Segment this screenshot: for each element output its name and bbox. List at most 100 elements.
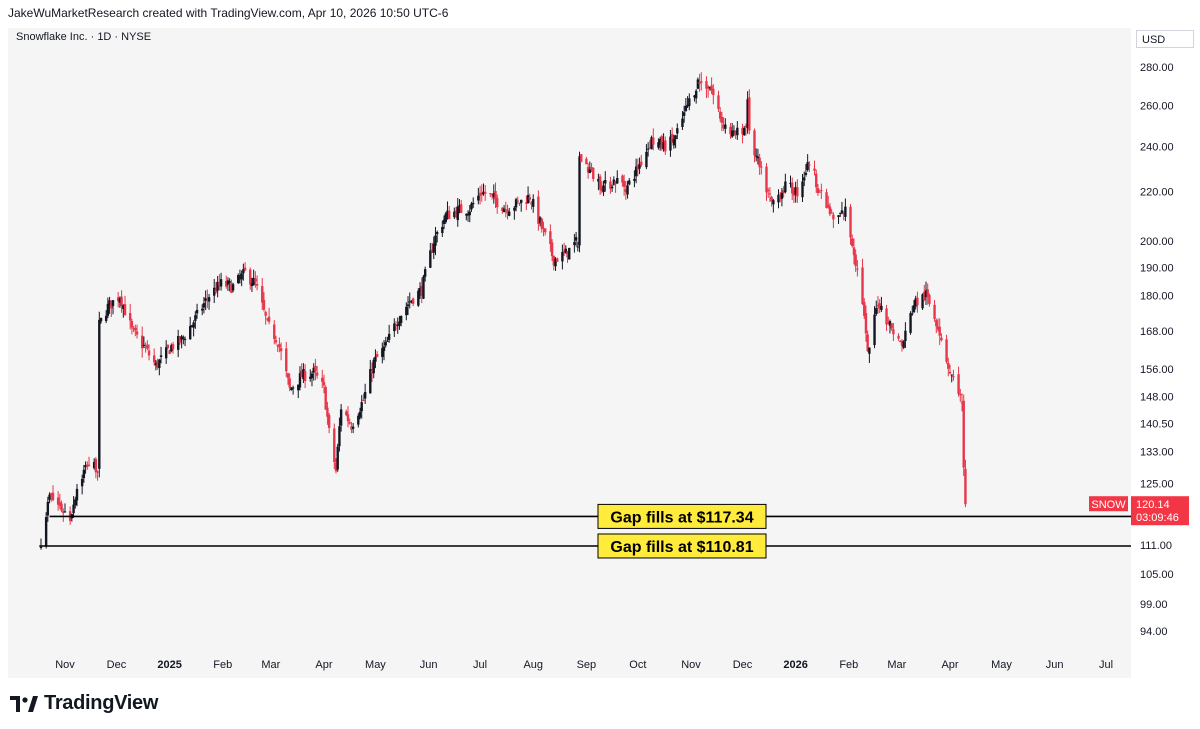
x-tick-label: Mar xyxy=(887,659,906,671)
candle-down xyxy=(273,320,276,345)
candle-up xyxy=(662,133,665,152)
x-tick-label: Mar xyxy=(261,659,280,671)
candle-down xyxy=(770,195,773,207)
candle-down xyxy=(537,190,540,231)
candle-down xyxy=(544,228,547,236)
candle-down xyxy=(586,162,590,179)
candle-down xyxy=(933,300,936,322)
candle-up xyxy=(912,300,916,313)
tradingview-logo[interactable]: TradingView xyxy=(10,692,158,715)
candle-down xyxy=(960,393,964,412)
x-tick-label: Dec xyxy=(107,659,127,671)
candle-up xyxy=(616,170,619,184)
y-tick-label: 99.00 xyxy=(1140,599,1168,611)
candle-up xyxy=(158,358,161,376)
candle-down xyxy=(818,189,821,193)
candle-up xyxy=(374,349,377,369)
candle-down xyxy=(321,369,324,389)
candle-down xyxy=(116,292,120,308)
candle-down xyxy=(959,388,962,402)
plot-area[interactable] xyxy=(8,28,1131,678)
x-tick-label: Jul xyxy=(1099,659,1113,671)
candle-up xyxy=(369,359,372,394)
candle-up xyxy=(772,198,775,213)
gap-fill-annotation-box[interactable] xyxy=(597,533,767,559)
candle-down xyxy=(792,187,796,204)
candle-up xyxy=(746,91,749,134)
candle-up xyxy=(381,342,384,364)
currency-label[interactable]: USD xyxy=(1136,30,1194,48)
candle-down xyxy=(562,242,566,257)
candle-down xyxy=(549,224,552,252)
candle-down xyxy=(766,187,770,198)
candle-down xyxy=(900,339,904,352)
candle-up xyxy=(674,135,677,149)
candle-down xyxy=(96,470,99,481)
candle-down xyxy=(550,239,554,262)
candle-down xyxy=(864,305,868,342)
candle-down xyxy=(315,365,319,379)
candle-up xyxy=(360,395,363,419)
candle-down xyxy=(430,242,434,253)
candle-down xyxy=(609,176,612,194)
candle-up xyxy=(513,206,516,220)
candle-down xyxy=(345,409,348,417)
x-axis-ticks: Nov Dec 2025 Feb Mar Apr May Jun Jul Aug Sep Oct Nov… xyxy=(55,659,1113,671)
candle-up xyxy=(63,503,67,513)
candle-up xyxy=(672,134,676,149)
candle-down xyxy=(705,76,708,99)
candle-up xyxy=(576,241,580,252)
candle-up xyxy=(418,282,422,300)
candle-up xyxy=(686,96,689,109)
candle-down xyxy=(494,182,497,209)
candle-down xyxy=(504,201,507,218)
candle-up xyxy=(80,474,84,495)
tradingview-logo-icon xyxy=(10,695,38,712)
candle-up xyxy=(189,316,192,340)
candle-down xyxy=(362,393,365,402)
candle-down xyxy=(796,179,799,203)
candle-down xyxy=(779,191,782,203)
candle-up xyxy=(453,207,456,220)
candle-up xyxy=(44,512,48,549)
candle-up xyxy=(694,89,698,104)
candle-down xyxy=(516,196,519,204)
candle-down xyxy=(120,290,123,313)
candle-down xyxy=(791,177,794,201)
y-tick-label: 280.00 xyxy=(1140,62,1174,74)
gap-fill-annotation-label: Gap fills at $110.81 xyxy=(610,539,753,556)
candle-up xyxy=(406,296,410,316)
candle-up xyxy=(921,293,924,310)
candle-down xyxy=(962,394,965,477)
candle-up xyxy=(466,210,470,222)
candle-down xyxy=(314,358,317,381)
candle-up xyxy=(358,407,362,420)
candle-up xyxy=(730,122,734,138)
y-tick-label: 125.00 xyxy=(1140,479,1174,491)
candle-up xyxy=(372,357,375,379)
candle-up xyxy=(880,296,883,313)
gap-fill-annotation-box[interactable] xyxy=(597,503,767,529)
candle-up xyxy=(482,183,485,196)
candle-up xyxy=(180,334,183,349)
candle-down xyxy=(828,202,832,217)
y-tick-label: 240.00 xyxy=(1140,142,1174,154)
candle-down xyxy=(957,366,960,397)
candle-up xyxy=(441,220,444,237)
candle-up xyxy=(626,180,629,199)
candle-up xyxy=(183,336,187,347)
price-axis[interactable] xyxy=(1131,28,1200,678)
candle-up xyxy=(801,174,804,203)
candle-up xyxy=(561,244,564,270)
candle-up xyxy=(602,180,605,196)
candle-up xyxy=(422,274,425,300)
candle-up xyxy=(108,296,111,314)
candle-down xyxy=(861,258,864,305)
candle-down xyxy=(152,348,156,366)
candle-down xyxy=(178,336,182,345)
candle-down xyxy=(744,123,748,136)
candle-down xyxy=(621,174,624,187)
candle-down xyxy=(964,459,967,508)
candle-down xyxy=(706,85,710,98)
symbol-tag-label: SNOW xyxy=(1091,499,1126,511)
